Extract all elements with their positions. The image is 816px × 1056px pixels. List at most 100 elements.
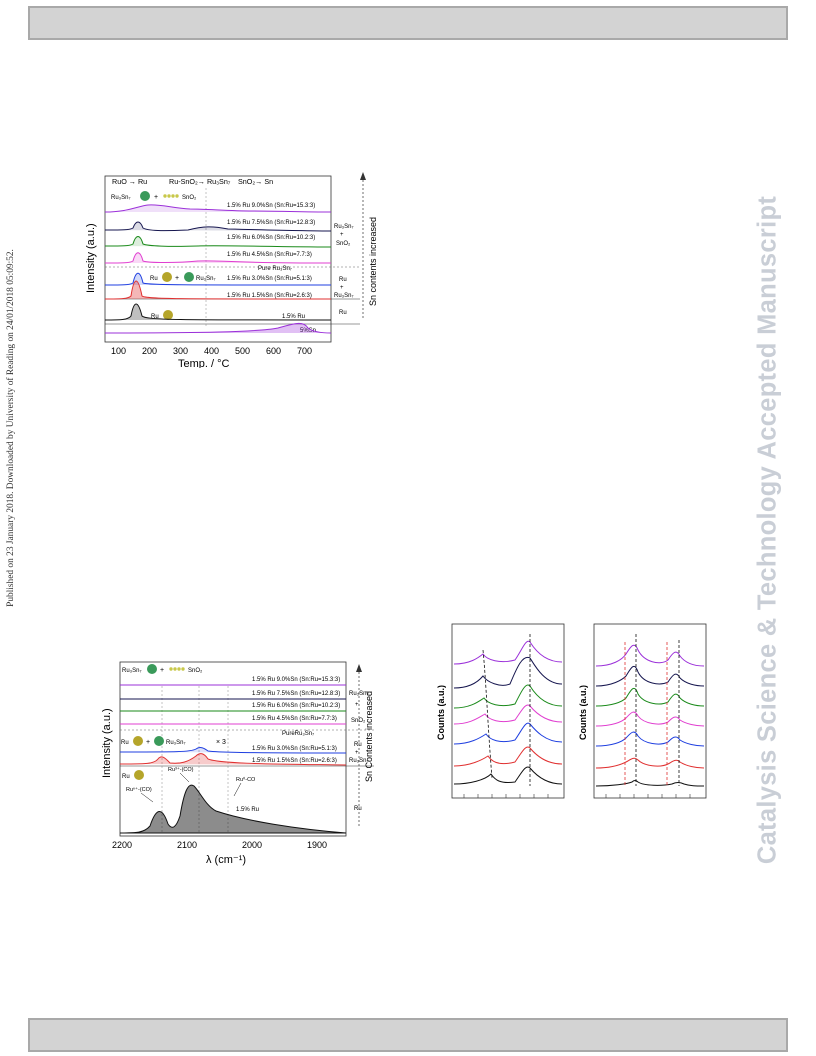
drifts-mid-legend-ru3sn7: Ru₃Sn₇ [166,740,186,746]
tpr-ru-legend: Ru [151,314,159,320]
arrow-up-icon [360,172,366,180]
drifts-mid-legend-plus: + [146,739,150,746]
panel-d-ticks [605,794,691,798]
tpr-mid-legend-plus: + [175,275,179,282]
panel-d-figure: Counts (a.u.) [578,623,707,799]
tpr-side-ru: Ru [339,310,347,316]
drifts-x-tick: 2000 [242,840,262,850]
tpr-series-label: 1.5% Ru 9.0%Sn (Sn:Ru=15.3:3) [227,203,315,209]
panel-d-curve [595,687,705,707]
tpr-series-label: 1.5% Ru 4.5%Sn (Sn:Ru=7.7:3) [227,252,312,258]
tpr-side-ru: Ru [339,277,347,283]
drifts-curve-3sn [119,747,347,754]
tpr-series-label: 1.5% Ru 1.5%Sn (Sn:Ru=2.6:3) [227,293,312,299]
drifts-side-ru: Ru [354,742,362,748]
panel-c-curve [453,656,563,689]
tpr-x-tick: 400 [204,346,219,356]
drifts-pure-label: PureRu₃Sn₇ [282,731,314,737]
tpr-curve-sn [104,322,332,334]
panel-c-curve [453,640,563,665]
panel-d-curve [595,780,705,787]
tpr-mid-legend-ru3sn7: Ru₃Sn₇ [196,276,216,282]
drifts-ru-legend: Ru [122,774,130,780]
panel-c-curve [453,684,563,709]
drifts-times3-label: × 3 [216,739,226,746]
drifts-curve-ru [119,784,347,834]
tpr-top-legend-ru3sn7: Ru₃Sn₇ [111,195,131,201]
ru-particle-icon [163,310,173,320]
drifts-side-plus: + [355,702,359,708]
drifts-plot-frame [119,661,347,837]
ru3sn7-particle-icon [154,736,164,746]
drifts-peak-pointer [140,792,154,803]
tpr-x-axis-label: Temp. / °C [178,358,230,368]
panel-c-y-axis-label: Counts (a.u.) [436,685,446,740]
tpr-series-label: 1.5% Ru 7.5%Sn (Sn:Ru=12.8:3) [227,220,315,226]
tpr-curve-6sn [104,236,332,248]
drifts-series-label: 1.5% Ru 7.5%Sn (Sn:Ru=12.8:3) [252,691,340,697]
tpr-curve-1-5sn [104,280,332,300]
tpr-x-tick: 500 [235,346,250,356]
tpr-curve-ru [104,303,332,321]
tpr-top-legend-sno2: SnO₂ [182,195,197,201]
tpr-mid-legend-ru: Ru [150,276,158,282]
drifts-curve-1-5sn [119,753,347,766]
panel-d-curve [595,711,705,727]
drifts-series-label: 1.5% Ru 9.0%Sn (Sn:Ru=15.3:3) [252,677,340,683]
drifts-peak-pointer [233,782,242,797]
drifts-side-ru: Ru [354,806,362,812]
drifts-x-tick: 2100 [177,840,197,850]
panel-c-frame [451,623,565,799]
drifts-peak-pointer [179,772,190,783]
tpr-side-plus: + [340,232,344,238]
panel-c-ticks [463,794,549,798]
drifts-peak-label-1: Ruⁿ⁺-(CO) [126,786,152,793]
ru3sn7-particle-icon [147,664,157,674]
tpr-plot-frame [104,175,332,343]
tpr-x-tick: 300 [173,346,188,356]
drifts-series-label: 1.5% Ru 1.5%Sn (Sn:Ru=2.6:3) [252,758,337,764]
arrow-up-icon [356,664,362,672]
tpr-y-axis-label: Intensity (a.u.) [85,223,97,293]
panel-c-curve [453,746,563,767]
sno2-cluster-icon [163,194,179,198]
panel-d-curve [595,757,705,769]
drifts-top-legend-plus: + [160,667,164,674]
download-stamp-text: Published on 23 January 2018. Downloaded… [6,249,16,607]
tpr-x-tick: 200 [142,346,157,356]
tpr-series-label: 1.5% Ru [282,314,305,320]
sno2-cluster-icon [169,667,185,671]
ru3sn7-particle-icon [184,272,194,282]
panel-c-curve [453,766,563,785]
drifts-top-legend-ru3sn7: Ru₃Sn₇ [122,668,142,674]
tpr-arrow-label: Sn contents increased [368,217,378,306]
drifts-series-label: 1.5% Ru 6.0%Sn (Sn:Ru=10.2:3) [252,703,340,709]
drifts-peak-label-3: Ru⁰-CO [236,776,256,783]
tpr-side-sno2: SnO₂ [336,241,351,247]
tpr-rusn-reduction-label: Ru-SnO₂→ Ru₃Sn₇ [169,177,231,186]
drifts-top-legend-sno2: SnO₂ [188,668,203,674]
drifts-arrow-label: Sn Contents increased [364,691,374,782]
panel-c-guide-line [482,649,493,779]
ru-particle-icon [134,770,144,780]
panel-d-curve [595,731,705,747]
tpr-x-tick: 100 [111,346,126,356]
drifts-side-plus: + [355,750,359,756]
panel-d-y-axis-label: Counts (a.u.) [578,685,588,740]
panel-d-curve [595,665,705,687]
tpr-side-plus: + [340,285,344,291]
tpr-sn-reduction-label: SnO₂→ Sn [238,177,273,186]
drifts-x-axis-label: λ (cm⁻¹) [206,854,246,866]
tpr-x-tick: 700 [297,346,312,356]
drifts-series-label: 1.5% Ru [236,807,259,813]
tpr-curve-9sn [104,204,332,213]
tpr-series-label: 1.5% Ru 6.0%Sn (Sn:Ru=10.2:3) [227,235,315,241]
tpr-series-label: 1.5% Ru 3.0%Sn (Sn:Ru=5.1:3) [227,276,312,282]
tpr-side-ru3sn7: Ru₃Sn₇ [334,224,354,230]
drifts-mid-legend-ru: Ru [121,740,129,746]
drifts-y-axis-label: Intensity (a.u.) [101,708,113,778]
drifts-x-tick: 2200 [112,840,132,850]
tpr-x-ticks: 100 200 300 400 500 600 700 [111,346,312,356]
panel-c-curve [453,722,563,745]
ru-particle-icon [162,272,172,282]
